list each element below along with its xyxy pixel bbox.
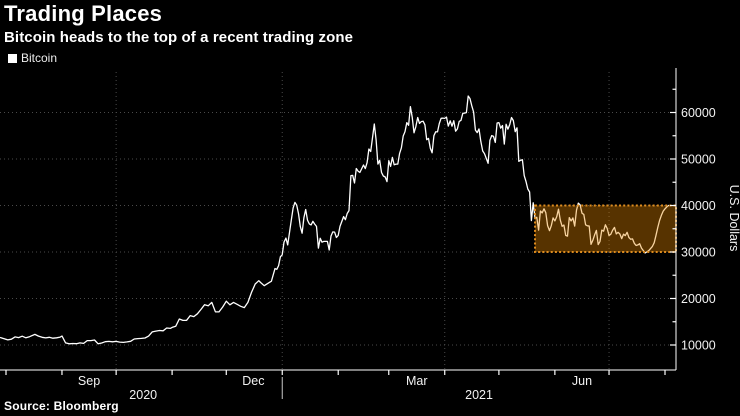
x-month-label: Dec (242, 374, 264, 388)
x-month-label: Jun (572, 374, 592, 388)
y-tick-label: 10000 (681, 339, 716, 353)
y-tick-label: 40000 (681, 199, 716, 213)
highlight-zone (534, 204, 677, 253)
y-axis-title: U.S. Dollars (727, 185, 740, 252)
price-line (0, 95, 670, 345)
x-year-label: 2021 (465, 388, 493, 402)
x-month-label: Sep (78, 374, 100, 388)
y-tick-label: 50000 (681, 153, 716, 167)
x-month-label: Mar (406, 374, 428, 388)
chart-subtitle: Bitcoin heads to the top of a recent tra… (4, 29, 354, 46)
x-year-label: 2020 (129, 388, 157, 402)
y-tick-label: 30000 (681, 246, 716, 260)
y-tick-label: 20000 (681, 292, 716, 306)
page-title: Trading Places (4, 1, 163, 26)
source-attribution: Source: Bloomberg (4, 399, 119, 413)
legend-square-icon (8, 53, 17, 63)
chart-header: Trading Places Bitcoin heads to the top … (4, 1, 354, 47)
legend: Bitcoin (8, 51, 57, 65)
legend-label: Bitcoin (21, 51, 58, 65)
y-tick-label: 60000 (681, 106, 716, 120)
